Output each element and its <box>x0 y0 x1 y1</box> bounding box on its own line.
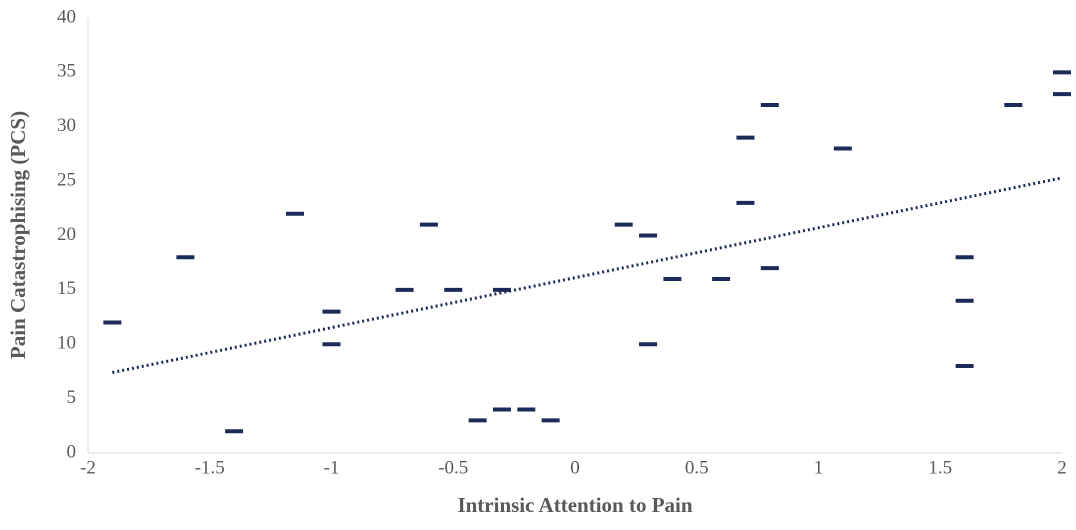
point <box>1053 92 1071 97</box>
point <box>955 298 974 303</box>
point <box>419 222 438 227</box>
point <box>760 103 779 107</box>
point <box>736 135 755 140</box>
y-tick-label: 40 <box>57 6 76 27</box>
x-tick-label: -2 <box>80 457 96 478</box>
point <box>639 233 658 238</box>
y-tick-label: 20 <box>57 224 76 245</box>
point <box>663 277 682 281</box>
point <box>1004 103 1023 107</box>
point <box>285 211 304 216</box>
point <box>517 407 536 412</box>
x-tick-label: 0.5 <box>685 457 709 478</box>
x-tick-label: 2 <box>1057 457 1067 478</box>
point <box>614 222 633 227</box>
x-tick-label: 0 <box>570 457 580 478</box>
x-tick-label: 1 <box>814 457 824 478</box>
y-axis-title: Pain Catastrophising (PCS) <box>6 111 30 359</box>
point <box>176 255 195 260</box>
x-tick-label: 1.5 <box>928 457 952 478</box>
point <box>492 407 511 412</box>
x-tick-label: -1.5 <box>195 457 225 478</box>
y-tick-label: 15 <box>57 278 76 299</box>
y-tick-label: 5 <box>67 387 77 408</box>
point <box>639 342 658 347</box>
x-tick-label: -1 <box>324 457 340 478</box>
y-tick-label: 10 <box>57 333 76 354</box>
point <box>395 287 414 292</box>
point <box>541 418 560 423</box>
point <box>225 429 244 434</box>
point <box>322 342 341 347</box>
x-axis-title: Intrinsic Attention to Pain <box>457 493 692 517</box>
point <box>833 146 852 151</box>
point <box>322 309 341 314</box>
point <box>492 287 511 292</box>
y-tick-label: 35 <box>57 61 76 82</box>
point <box>444 287 463 292</box>
x-tick-label: -0.5 <box>438 457 468 478</box>
y-tick-label: 0 <box>67 441 77 462</box>
point <box>712 277 731 281</box>
y-tick-label: 30 <box>57 115 76 136</box>
point <box>1053 70 1071 75</box>
trendline <box>112 176 1063 374</box>
point <box>468 418 487 423</box>
point <box>955 364 974 368</box>
y-tick-label: 25 <box>57 169 76 190</box>
point <box>103 320 122 325</box>
point <box>955 255 974 260</box>
point <box>760 266 779 271</box>
point <box>736 200 755 205</box>
